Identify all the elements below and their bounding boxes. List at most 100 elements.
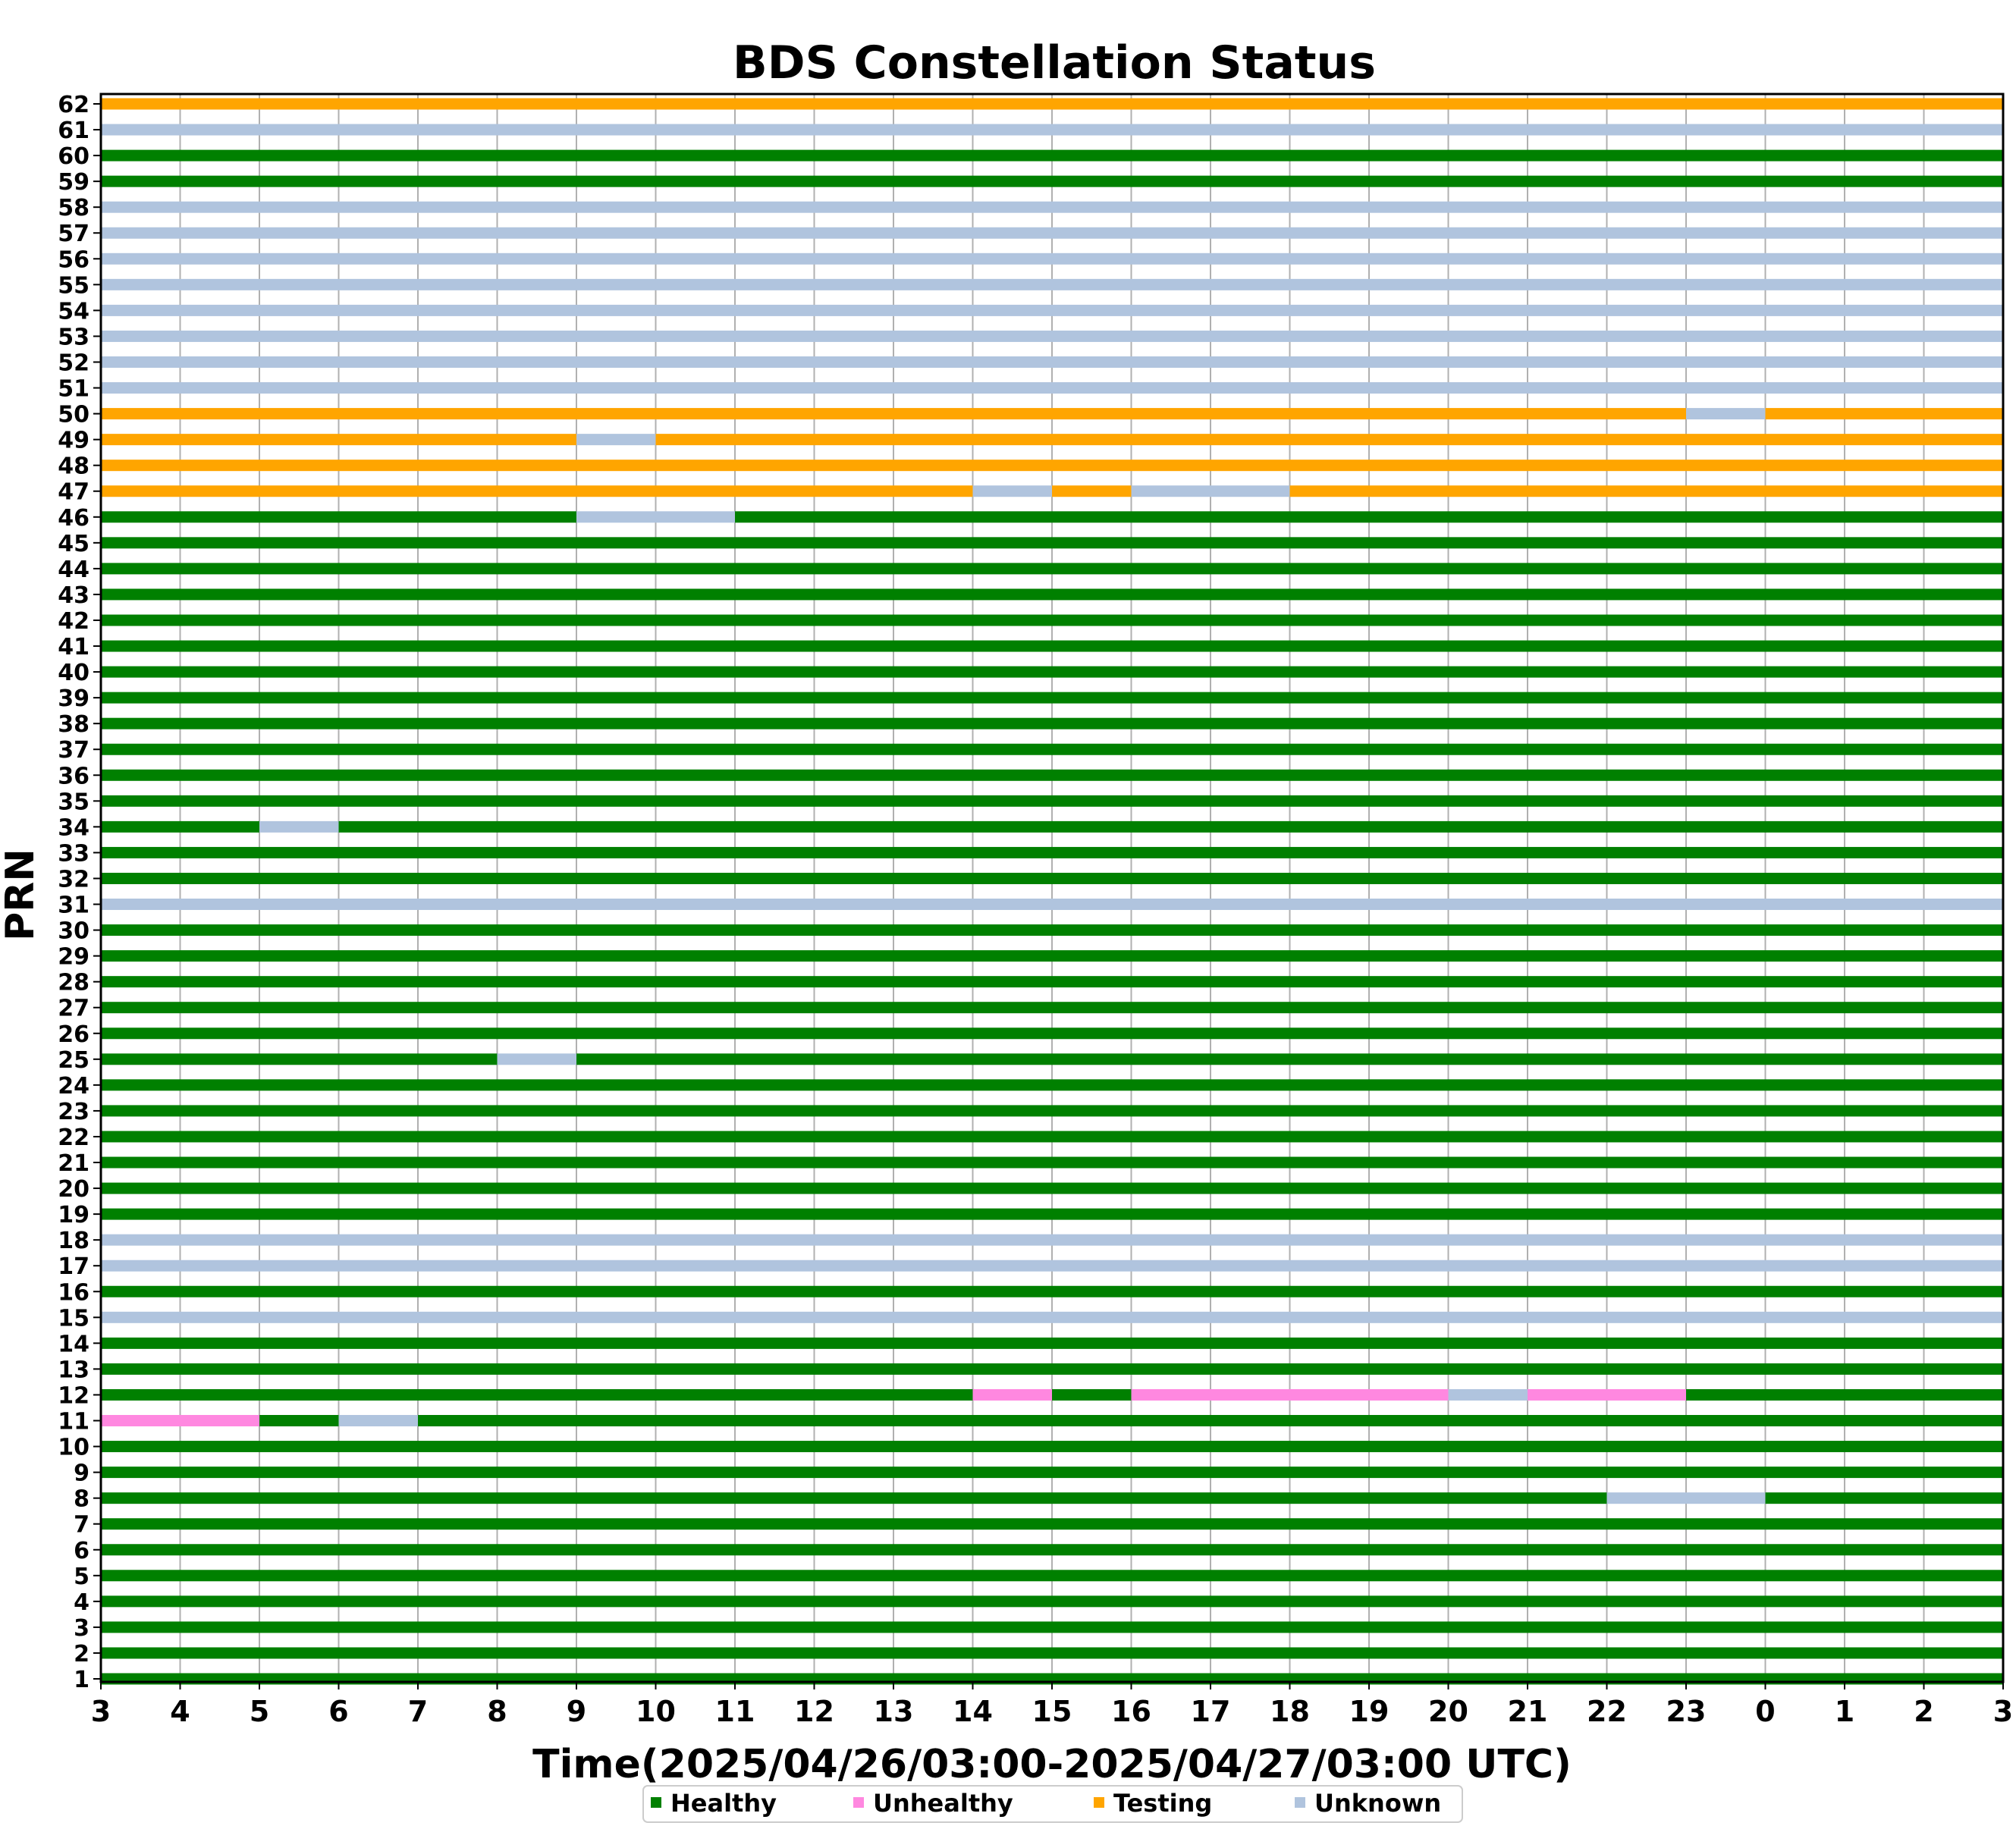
status-bar-segment [1765,408,2003,420]
status-bar-segment [101,1518,2003,1530]
x-tick-label: 8 [487,1695,507,1728]
y-tick-label: 28 [58,970,89,996]
status-bar-segment [101,149,2003,162]
status-bar-segment [101,201,2003,213]
x-tick-label: 20 [1428,1695,1468,1728]
x-tick-label: 19 [1349,1695,1390,1728]
y-tick-label: 13 [58,1357,89,1383]
status-bar-segment [101,408,1686,420]
status-bar-segment [101,356,2003,368]
legend-label: Unknown [1314,1789,1441,1818]
legend: Healthy Unhealthy Testing Unknown [642,1785,1463,1823]
status-bar-segment [101,253,2003,265]
y-tick-label: 21 [58,1150,89,1177]
status-bar-segment [101,1053,498,1065]
y-tick-label: 5 [74,1564,89,1590]
y-tick-label: 57 [58,221,89,247]
status-bar-segment [101,976,2003,988]
y-tick-label: 27 [58,996,89,1022]
status-bar-segment [101,1388,973,1401]
status-bar-segment [497,1053,576,1065]
y-tick-label: 40 [58,660,89,686]
status-bar-segment [101,304,2003,316]
y-tick-label: 24 [58,1073,89,1100]
y-tick-label: 14 [58,1331,89,1357]
x-axis-ticks: 3 4 5 6 7 8 9 10 11 12 13 14 15 16 17 18 19 20 21 22 23 0 1 2 3 [91,1682,2013,1728]
status-bar-segment [1686,408,1766,420]
x-tick-label: 23 [1666,1695,1707,1728]
y-tick-label: 25 [58,1047,89,1074]
status-bar-segment [101,899,2003,911]
status-bar-segment [1289,485,2003,497]
legend-label: Healthy [670,1789,777,1818]
y-tick-label: 10 [58,1435,89,1461]
status-bar-segment [101,1131,2003,1143]
legend-swatch [853,1797,864,1808]
y-tick-label: 23 [58,1099,89,1125]
y-tick-label: 30 [58,918,89,945]
y-tick-label: 20 [58,1176,89,1203]
x-tick-label: 1 [1835,1695,1854,1728]
status-bar-segment [101,1337,2003,1349]
status-bar-segment [101,1595,2003,1608]
y-axis-label: PRN [0,849,43,941]
y-tick-label: 53 [58,324,89,350]
x-tick-label: 4 [170,1695,190,1728]
legend-swatch [1295,1797,1305,1808]
x-tick-label: 0 [1755,1695,1775,1728]
x-tick-label: 2 [1914,1695,1933,1728]
y-tick-label: 18 [58,1228,89,1254]
chart-title: BDS Constellation Status [733,36,1376,89]
status-bar-segment [101,820,259,833]
status-bar-segment [101,950,2003,962]
x-tick-label: 11 [715,1695,755,1728]
x-tick-label: 9 [567,1695,586,1728]
status-bar-segment [101,666,2003,678]
x-tick-label: 3 [91,1695,111,1728]
status-bar-segment [101,1647,2003,1659]
y-tick-label: 39 [58,685,89,712]
y-tick-label: 38 [58,711,89,738]
x-tick-label: 5 [250,1695,269,1728]
y-tick-label: 49 [58,428,89,454]
status-bar-segment [735,511,2003,523]
y-tick-label: 15 [58,1305,89,1332]
y-tick-label: 19 [58,1202,89,1228]
legend-swatch [1094,1797,1104,1808]
y-tick-label: 2 [74,1641,89,1667]
status-bar-segment [1528,1388,1686,1401]
y-tick-label: 52 [58,350,89,376]
status-bar-segment [101,278,2003,290]
x-tick-label: 14 [953,1695,993,1728]
status-bar-segment [101,434,576,446]
status-bar-segment [101,872,2003,884]
y-tick-label: 50 [58,402,89,428]
status-bar-segment [1052,1388,1132,1401]
status-bar-segment [101,1311,2003,1323]
x-tick-label: 6 [328,1695,348,1728]
legend-label: Testing [1113,1789,1212,1818]
status-bar-segment [101,1621,2003,1633]
y-tick-label: 9 [74,1460,89,1487]
y-tick-label: 46 [58,505,89,532]
status-bar-segment [101,1415,259,1427]
status-bar-segment [101,1467,2003,1479]
x-tick-label: 21 [1508,1695,1548,1728]
status-bar-segment [101,614,2003,626]
x-tick-label: 12 [794,1695,834,1728]
status-bar-segment [101,563,2003,575]
y-tick-label: 36 [58,763,89,789]
y-tick-label: 35 [58,789,89,815]
y-tick-label: 11 [58,1409,89,1435]
status-bar-segment [1686,1388,2003,1401]
y-tick-label: 7 [74,1512,89,1539]
status-bar-segment [1131,1388,1449,1401]
status-bar-segment [101,98,2003,110]
y-tick-label: 3 [74,1615,89,1642]
y-tick-label: 43 [58,582,89,609]
x-tick-label: 7 [408,1695,428,1728]
status-bar-segment [101,1234,2003,1246]
x-tick-label: 13 [874,1695,914,1728]
y-axis-ticks: 1234567891011121314151617181920212223242… [58,92,101,1693]
status-bar-segment [576,1053,2003,1065]
